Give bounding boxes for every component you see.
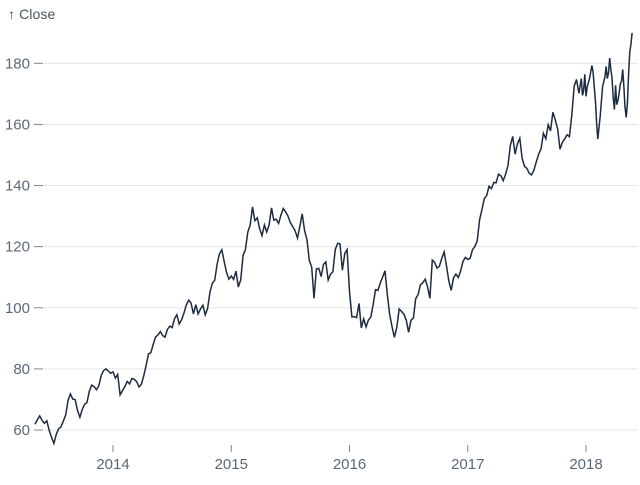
x-tick-label: 2015 xyxy=(215,456,248,473)
x-tick-label: 2014 xyxy=(96,456,129,473)
y-tick-label: 80 xyxy=(13,361,30,378)
y-tick-label: 140 xyxy=(5,178,30,195)
y-axis: 60 80 100 120 140 160 180 xyxy=(5,55,43,439)
y-tick-label: 60 xyxy=(13,422,30,439)
y-tick-label: 160 xyxy=(5,116,30,133)
y-axis-title: ↑ Close xyxy=(8,6,56,22)
y-tick-label: 120 xyxy=(5,239,30,256)
y-tick-label: 100 xyxy=(5,300,30,317)
price-line xyxy=(34,32,633,446)
x-tick-label: 2018 xyxy=(569,456,602,473)
price-series xyxy=(34,32,633,446)
x-tick-label: 2017 xyxy=(451,456,484,473)
x-axis: 2014 2015 2016 2017 2018 xyxy=(96,445,603,473)
y-tick-label: 180 xyxy=(5,55,30,72)
x-tick-label: 2016 xyxy=(333,456,366,473)
